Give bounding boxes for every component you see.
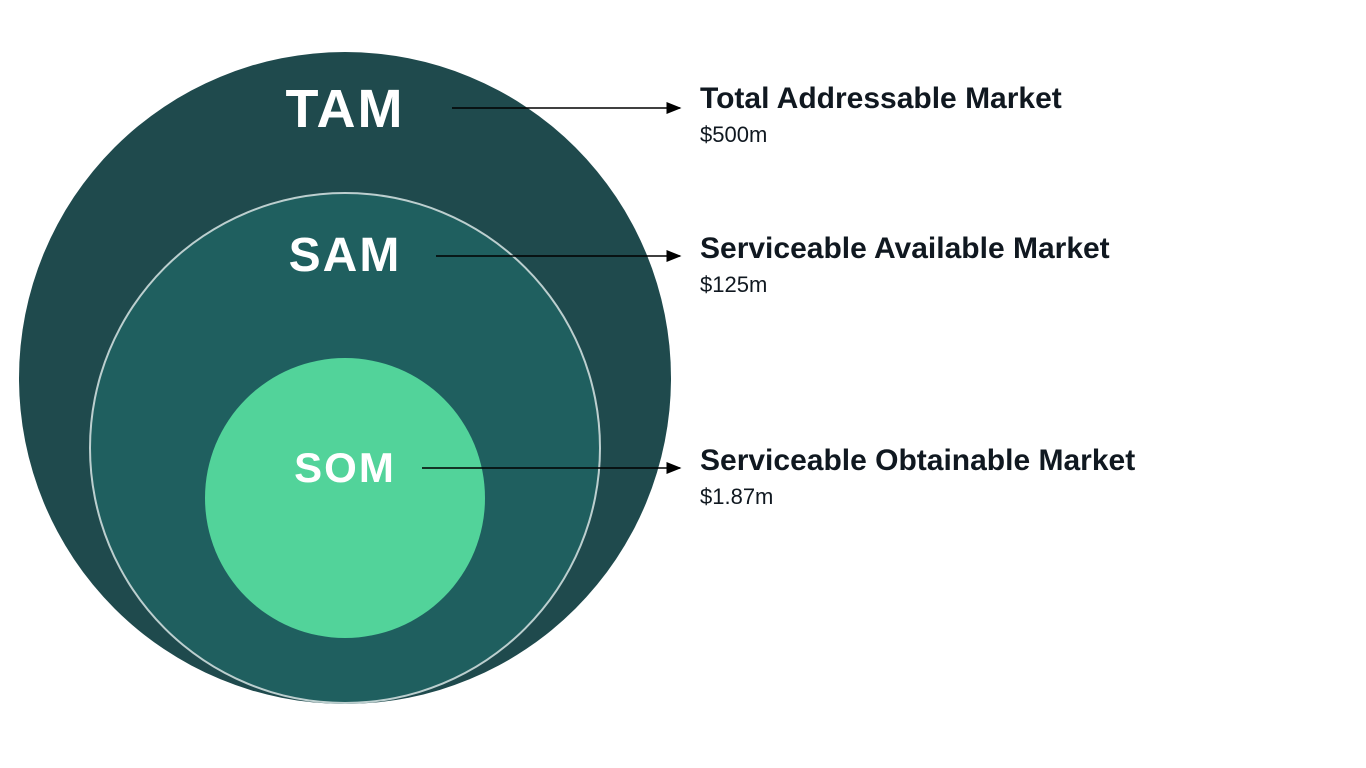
sam-callout: Serviceable Available Market $125m — [700, 232, 1110, 298]
tam-sam-som-diagram: TAM SAM SOM Total Addressable Market $50… — [0, 0, 1366, 768]
sam-callout-title: Serviceable Available Market — [700, 232, 1110, 266]
tam-callout: Total Addressable Market $500m — [700, 82, 1062, 148]
som-label: SOM — [294, 444, 396, 492]
som-callout-value: $1.87m — [700, 484, 1135, 510]
sam-callout-value: $125m — [700, 272, 1110, 298]
tam-callout-title: Total Addressable Market — [700, 82, 1062, 116]
som-callout: Serviceable Obtainable Market $1.87m — [700, 444, 1135, 510]
tam-callout-value: $500m — [700, 122, 1062, 148]
sam-label: SAM — [289, 228, 402, 283]
som-callout-title: Serviceable Obtainable Market — [700, 444, 1135, 478]
tam-label: TAM — [286, 78, 405, 140]
som-circle — [205, 358, 485, 638]
